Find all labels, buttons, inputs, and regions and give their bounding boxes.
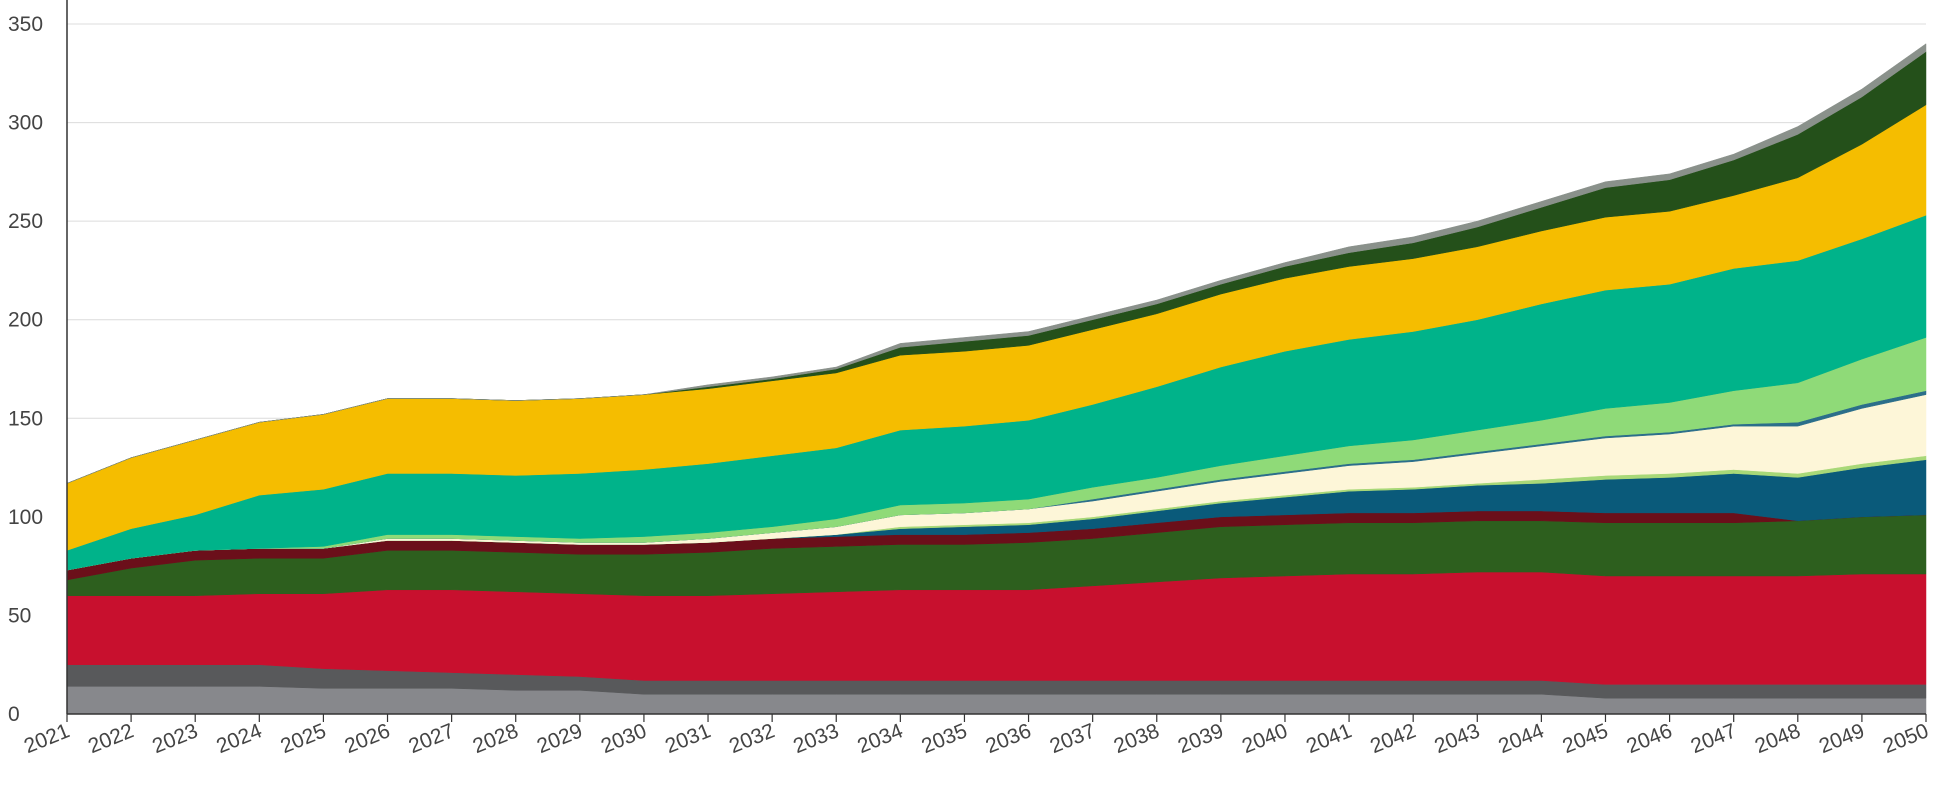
x-tick-label: 2040 [1239,719,1291,758]
axes [66,0,1926,715]
x-tick-label: 2028 [470,719,522,758]
x-tick-label: 2049 [1816,719,1868,758]
y-tick-label: 150 [8,407,43,430]
area-series [66,43,1927,715]
x-tick-label: 2025 [277,719,329,758]
x-tick-label: 2045 [1559,719,1611,758]
x-tick-label: 2041 [1303,719,1355,758]
x-tick-label: 2046 [1624,719,1676,758]
x-tick-label: 2050 [1880,719,1932,758]
y-tick-label: 300 [8,112,43,135]
x-tick-label: 2043 [1431,719,1483,758]
x-tick-label: 2032 [726,719,778,758]
x-tick-label: 2026 [341,719,393,758]
x-tick-label: 2029 [534,719,586,758]
y-tick-label: 350 [8,13,43,36]
y-tick-label: 0 [8,703,20,726]
x-tick-label: 2033 [790,719,842,758]
x-tick-label: 2030 [598,719,650,758]
x-tick-label: 2039 [1175,719,1227,758]
x-tick-label: 2042 [1367,719,1419,758]
x-tick-label: 2037 [1047,719,1099,758]
x-tick-label: 2038 [1111,719,1163,758]
x-tick-label: 2027 [406,719,458,758]
x-tick-label: 2044 [1495,719,1547,758]
x-tick-label: 2048 [1752,719,1804,758]
y-tick-label: 100 [8,506,43,529]
y-tick-label: 50 [8,604,31,627]
x-tick-labels: 2021 2022 2023 2024 2025 2026 2027 2028 2029 2030… [21,714,1932,758]
x-tick-label: 2047 [1688,719,1740,758]
y-tick-label: 250 [8,210,43,233]
x-tick-label: 2024 [213,719,265,758]
x-tick-label: 2031 [662,719,714,758]
area-series-14 [66,43,1927,484]
x-tick-label: 2036 [982,719,1034,758]
x-tick-label: 2022 [85,719,137,758]
y-tick-label: 200 [8,309,43,332]
x-tick-label: 2023 [149,719,201,758]
y-tick-labels: 0 50 100 150 200 250 300 350 [8,13,43,726]
x-tick-label: 2035 [918,719,970,758]
x-tick-label: 2021 [21,719,73,758]
x-tick-label: 2034 [854,719,906,758]
